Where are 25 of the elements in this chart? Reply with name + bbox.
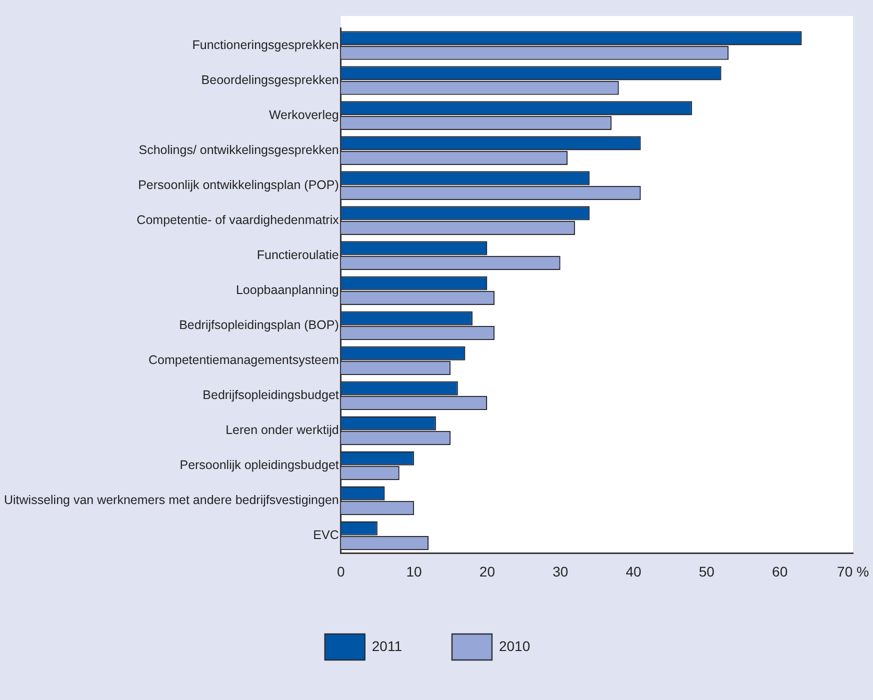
x-tick-label: 60 xyxy=(772,563,788,580)
y-tick-label: Functioneringsgesprekken xyxy=(192,38,339,52)
y-tick-label: Competentie- of vaardighedenmatrix xyxy=(136,213,340,228)
y-tick-label: Persoonlijk ontwikkelingsplan (POP) xyxy=(138,178,339,192)
y-tick-label: Scholings/ ontwikkelingsgesprekken xyxy=(138,143,339,157)
y-tick-label: Leren onder werktijd xyxy=(226,423,339,438)
y-tick-label: Competentiemanagementsysteem xyxy=(148,353,339,368)
x-tick-label: 30 xyxy=(552,563,568,580)
y-tick-label: Werkoverleg xyxy=(268,108,339,122)
x-tick-label: 10 xyxy=(406,563,422,580)
legend-label: 2011 xyxy=(372,638,402,654)
x-tick-label: 0 xyxy=(336,563,345,580)
y-tick-label: Persoonlijk opleidingsbudget xyxy=(180,458,340,472)
y-tick-label: Loopbaanplanning xyxy=(236,283,339,298)
y-tick-label: Functieroulatie xyxy=(256,248,339,262)
y-tick-label: Bedrijfsopleidingsbudget xyxy=(202,388,340,402)
x-tick-label: 40 xyxy=(626,563,642,580)
x-tick-label: 70 % xyxy=(837,563,869,580)
x-tick-label: 50 xyxy=(698,563,715,580)
y-tick-label: EVC xyxy=(313,528,339,542)
y-tick-label: Bedrijfsopleidingsplan (BOP) xyxy=(179,318,339,332)
y-tick-label: Uitwisseling van werknemers met andere bedrijfsvestigingen xyxy=(4,493,339,508)
y-tick-label: Beoordelingsgesprekken xyxy=(201,72,339,87)
x-tick-label: 20 xyxy=(479,563,496,580)
legend-label: 2010 xyxy=(498,638,530,654)
